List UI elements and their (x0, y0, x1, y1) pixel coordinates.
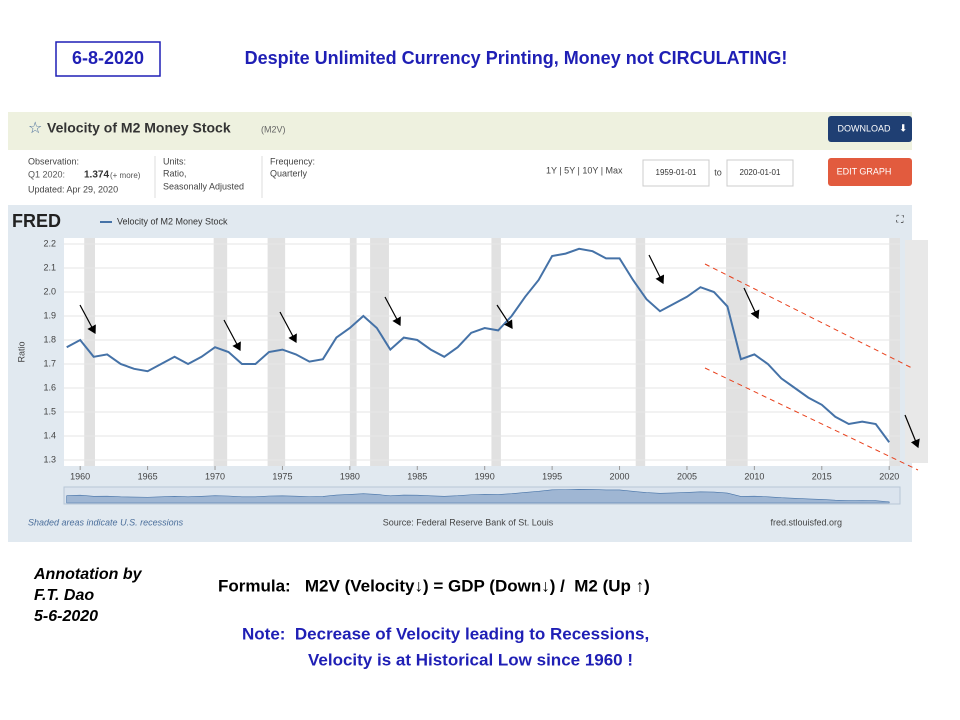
x-tick-label: 1990 (475, 471, 495, 481)
edit-label: EDIT GRAPH (837, 166, 892, 176)
obs-period: Q1 2020: (28, 169, 65, 179)
y-tick-label: 1.5 (43, 406, 56, 416)
recession-band (213, 238, 228, 466)
recession-band (889, 238, 900, 466)
units-label: Units: (163, 156, 186, 166)
x-tick-label: 1960 (70, 471, 90, 481)
units-2: Seasonally Adjusted (163, 181, 244, 191)
annotation-by: Annotation by (33, 566, 143, 583)
obs-more[interactable]: (+ more) (110, 171, 141, 180)
download-label: DOWNLOAD (837, 123, 891, 133)
y-tick-label: 1.3 (43, 454, 56, 464)
navigator-line (66, 489, 890, 504)
y-tick-label: 2.0 (43, 286, 56, 296)
fullscreen-icon[interactable]: ⛶ (896, 215, 905, 226)
fred-url: fred.stlouisfed.org (770, 517, 842, 527)
y-tick-label: 2.1 (43, 262, 56, 272)
x-tick-label: 2010 (744, 471, 764, 481)
x-tick-label: 1980 (340, 471, 360, 481)
x-tick-label: 1970 (205, 471, 225, 481)
y-tick-label: 1.9 (43, 310, 56, 320)
y-tick-label: 1.4 (43, 430, 56, 440)
frequency: Quarterly (270, 168, 308, 178)
y-tick-label: 1.7 (43, 358, 56, 368)
fred-title: Velocity of M2 Money Stock (47, 120, 231, 136)
fred-logo: FRED (12, 211, 61, 231)
recession-band (370, 238, 389, 466)
note-1: Note: Decrease of Velocity leading to Re… (242, 624, 649, 643)
x-tick-label: 2015 (812, 471, 832, 481)
recession-band (349, 238, 357, 466)
units-1: Ratio, (163, 168, 187, 178)
freq-label: Frequency: (270, 156, 315, 166)
series-id: (M2V) (261, 124, 286, 134)
headline: Despite Unlimited Currency Printing, Mon… (245, 48, 788, 68)
title-bar (8, 112, 912, 150)
date-box (55, 41, 161, 77)
x-tick-label: 2020 (879, 471, 899, 481)
recession-band (267, 238, 286, 466)
updated: Updated: Apr 29, 2020 (28, 184, 118, 194)
x-tick-label: 1975 (272, 471, 292, 481)
formula: Formula: M2V (Velocity↓) = GDP (Down↓) /… (218, 576, 650, 595)
y-tick-label: 1.6 (43, 382, 56, 392)
y-tick-label: 2.2 (43, 238, 56, 248)
annotation-date: 5-6-2020 (34, 608, 98, 625)
annotation-author: F.T. Dao (34, 587, 94, 604)
start-input[interactable] (642, 159, 710, 187)
recession-band (726, 238, 748, 466)
range-buttons[interactable]: 1Y | 5Y | 10Y | Max (546, 165, 623, 175)
x-tick-label: 1985 (407, 471, 427, 481)
end-input[interactable] (726, 159, 794, 187)
y-tick-label: 1.8 (43, 334, 56, 344)
note-2: Velocity is at Historical Low since 1960… (308, 650, 633, 669)
series-line (66, 247, 891, 443)
obs-value: 1.374 (84, 170, 109, 181)
slide-date: 6-8-2020 (72, 48, 144, 68)
obs-label: Observation: (28, 156, 79, 166)
recession-band (635, 238, 646, 466)
download-icon: ⬇ (899, 124, 907, 135)
edit-button[interactable] (828, 158, 912, 186)
start-date: 1959-01-01 (656, 168, 697, 177)
annotation-arrows (79, 254, 920, 449)
star: ☆ (28, 120, 42, 137)
to: to (714, 167, 722, 177)
overlay (905, 240, 928, 463)
x-tick-label: 2000 (610, 471, 630, 481)
recession-band (491, 238, 501, 466)
x-tick-label: 1995 (542, 471, 562, 481)
x-tick-label: 2005 (677, 471, 697, 481)
recession-note: Shaded areas indicate U.S. recessions (28, 517, 184, 527)
end-date: 2020-01-01 (740, 168, 781, 177)
plot-bg (64, 238, 900, 466)
trend-lines (704, 263, 919, 471)
x-tick-label: 1965 (138, 471, 158, 481)
source: Source: Federal Reserve Bank of St. Loui… (383, 517, 554, 527)
plot: 1.3 1.4 1.5 1.6 1.7 1.8 1.9 2.0 2.1 2.2 1960 1965 19… (43, 238, 900, 504)
y-axis-label: Ratio (16, 341, 26, 362)
download-button[interactable] (828, 116, 912, 142)
legend-label: Velocity of M2 Money Stock (117, 216, 228, 226)
